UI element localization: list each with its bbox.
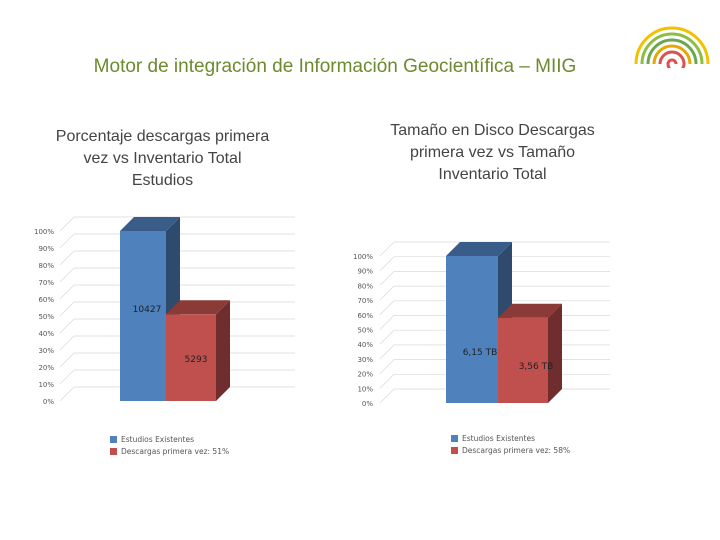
chart1-grid-diag [59,284,75,300]
chart2-y-tick-label: 40% [357,341,373,349]
chart1-y-tick-label: 80% [38,262,54,270]
chart1-data-label: 5293 [185,355,208,365]
chart2-bar-top [498,303,562,318]
chart1-y-tick-label: 50% [38,313,54,321]
chart2-legend-item-1: Estudios Existentes [451,432,570,444]
legend-label: Descargas primera vez: 58% [462,445,571,455]
chart2-y-tick-label: 30% [357,356,373,364]
chart2-y-tick-label: 90% [357,268,373,276]
chart2-grid-diag [379,300,395,316]
legend-label: Estudios Existentes [121,434,195,444]
chart2-grid-diag [379,344,395,360]
chart1-legend-item-1: Estudios Existentes [110,433,229,445]
chart1-y-tick-label: 40% [38,330,54,338]
chart1-grid-diag [59,301,75,317]
chart2-grid-diag [379,329,395,345]
legend-swatch-blue [451,434,458,442]
legend-swatch-blue [110,435,117,443]
chart1-grid-diag [59,352,75,368]
chart1-legend-item-2: Descargas primera vez: 51% [110,445,229,457]
legend-label: Descargas primera vez: 51% [121,446,230,456]
chart1-grid-diag [59,233,75,249]
chart2-y-tick-label: 70% [357,297,373,305]
legend-swatch-red [451,446,458,454]
chart2-bar-front [498,317,548,403]
legend-swatch-red [110,447,117,455]
chart2-grid-diag [379,241,395,257]
chart2-grid-diag [379,374,395,389]
chart1-y-tick-label: 100% [34,228,54,236]
chart1-bar-front [166,314,216,401]
chart1-y-tick-label: 70% [38,279,54,287]
chart2-data-label: 3,56 TB [519,362,554,372]
chart1-bar-top [166,300,230,315]
chart2-y-tick-label: 50% [357,327,373,335]
chart1-grid-diag [59,318,75,334]
chart2-grid-diag [379,271,395,286]
chart1-title: Porcentaje descargas primera vez vs Inve… [55,128,270,189]
chart2-y-tick-label: 10% [357,385,373,393]
chart2-grid-diag [379,315,395,330]
chart1-grid-diag [59,250,75,266]
chart2-grid-diag [379,359,395,374]
spiral-logo-icon [634,26,710,68]
chart1-y-tick-label: 0% [43,398,54,406]
legend-label: Estudios Existentes [462,433,536,443]
chart1-data-label: 10427 [133,305,162,315]
chart2-y-tick-label: 0% [362,400,373,408]
chart2-y-tick-label: 100% [353,253,373,261]
chart1-grid-diag [59,267,75,283]
chart2-grid-diag [379,256,395,271]
chart1-y-tick-label: 30% [38,347,54,355]
page-title: Motor de integración de Información Geoc… [93,56,577,77]
chart2-legend: Estudios Existentes Descargas primera ve… [451,432,570,456]
chart1-bar-side [216,300,230,401]
chart2-grid-diag [379,388,395,404]
chart2-title: Tamaño en Disco Descargas primera vez vs… [390,122,595,183]
chart2-y-tick-label: 80% [357,282,373,290]
chart2-y-tick-label: 20% [357,371,373,379]
chart1-legend: Estudios Existentes Descargas primera ve… [110,433,229,457]
chart1-bar-front [120,231,166,401]
chart2-bar-front [446,256,498,403]
chart1-grid-diag [59,369,75,385]
chart1-y-tick-label: 90% [38,245,54,253]
chart2-bar-side [548,303,562,403]
chart2-bar-top [446,242,512,256]
chart1-y-tick-label: 20% [38,364,54,372]
chart1-y-tick-label: 60% [38,296,54,304]
chart1-bar-top [120,217,180,231]
chart2-legend-item-2: Descargas primera vez: 58% [451,444,570,456]
chart1-grid-diag [59,386,75,402]
chart1-grid-diag [59,335,75,351]
chart2-y-tick-label: 60% [357,312,373,320]
chart1-grid-diag [59,216,75,232]
chart1-y-tick-label: 10% [38,381,54,389]
chart2-data-label: 6,15 TB [463,348,498,358]
chart2-grid-diag [379,285,395,301]
